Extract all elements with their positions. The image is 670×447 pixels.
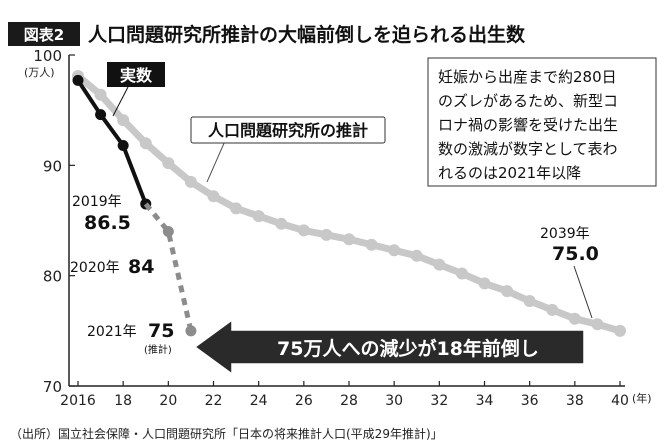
forecast-point <box>501 285 514 298</box>
source-note: （出所）国立社会保障・人口問題研究所「日本の将来推計人口(平成29年推計)」 <box>10 426 443 441</box>
x-tick-label: 2016 <box>60 393 96 409</box>
forecast-point <box>139 137 152 150</box>
figure-tag-box <box>8 22 80 46</box>
actual-series-label: 実数 <box>120 66 153 85</box>
y-ticks: 70 80 90 100 <box>33 47 75 396</box>
forecast-point <box>523 295 536 308</box>
label-2039-year: 2039年 <box>540 226 590 242</box>
label-2039-value: 75.0 <box>552 243 599 265</box>
label-2019-year: 2019年 <box>72 194 122 210</box>
actual-point <box>72 74 84 86</box>
label-2019-value: 86.5 <box>84 212 131 234</box>
note-line-2: のズレがあるため、新型コ <box>438 92 618 110</box>
x-tick-label: 40 <box>611 393 629 409</box>
forecast-label-leader <box>206 140 226 183</box>
note-line-4: 数の激減が数字として表わ <box>438 140 618 158</box>
forecast-point <box>207 190 220 203</box>
forecast-point <box>365 238 378 251</box>
forecast-point <box>433 258 446 271</box>
y-tick-label: 70 <box>43 378 62 396</box>
forecast-point <box>252 210 265 223</box>
forecast-point <box>410 249 423 262</box>
actual-series-line <box>76 79 148 205</box>
actual-point <box>117 139 129 151</box>
forecast-point <box>117 114 130 127</box>
x-tick-label: 36 <box>521 393 539 409</box>
reduction-arrow-text: 75万人への減少が18年前倒し <box>277 337 539 360</box>
forecast-point <box>230 202 243 215</box>
forecast-point <box>478 277 491 290</box>
forecast-label-box <box>190 116 386 144</box>
x-tick-label: 32 <box>430 393 448 409</box>
forecast-point <box>297 224 310 237</box>
x-unit-label: (年) <box>632 391 652 405</box>
x-tick-label: 26 <box>295 393 313 409</box>
label-2020-value: 84 <box>128 256 154 278</box>
forecast-point <box>162 157 175 170</box>
forecast-point <box>184 175 197 188</box>
forecast-point <box>546 303 559 316</box>
x-tick-label: 28 <box>340 393 358 409</box>
x-tick-label: 34 <box>476 393 494 409</box>
label-2021-sub: (推計) <box>144 343 172 356</box>
label-2039-leader <box>573 265 593 319</box>
forecast-point <box>614 324 626 337</box>
chart-title: 人口問題研究所推計の大幅前倒しを迫られる出生数 <box>88 23 526 46</box>
forecast-series-label: 人口問題研究所の推計 <box>208 121 368 140</box>
forecast-point <box>568 312 581 325</box>
note-line-3: ロナ禍の影響を受けた出生 <box>438 116 618 134</box>
y-tick-label: 90 <box>43 157 62 175</box>
covid-estimate-point <box>162 226 174 238</box>
label-2021-value: 75 <box>148 320 174 342</box>
note-box: 妊娠から出産まで約280日 のズレがあるため、新型コ ロナ禍の影響を受けた出生 … <box>427 57 657 187</box>
y-tick-label: 100 <box>33 47 62 65</box>
forecast-point <box>275 217 288 230</box>
x-tick-label: 30 <box>385 393 403 409</box>
x-tick-label: 18 <box>114 393 132 409</box>
actual-label-leader <box>112 86 129 117</box>
forecast-point <box>343 233 355 246</box>
y-unit-label: (万人) <box>24 66 55 79</box>
x-tick-label: 20 <box>159 393 177 409</box>
actual-label-box <box>107 62 165 87</box>
forecast-point <box>591 318 604 331</box>
forecast-point <box>320 228 333 241</box>
note-line-1: 妊娠から出産まで約280日 <box>438 68 617 86</box>
reduction-arrow <box>193 318 585 376</box>
note-frame <box>427 57 657 187</box>
forecast-point <box>455 267 468 280</box>
x-tick-label: 22 <box>205 393 223 409</box>
x-ticks: 2016 18 20 22 24 26 28 30 32 34 36 38 40 <box>60 381 629 409</box>
series-layer <box>72 69 626 337</box>
figure-tag: 図表2 <box>24 26 64 44</box>
y-tick-label: 80 <box>43 268 62 286</box>
forecast-point <box>94 88 107 101</box>
label-2021-year: 2021年 <box>87 324 137 340</box>
note-line-5: れるのは2021年以降 <box>438 164 581 182</box>
forecast-point <box>388 244 401 257</box>
x-tick-label: 38 <box>566 393 584 409</box>
x-tick-label: 24 <box>250 393 268 409</box>
actual-point <box>95 109 107 121</box>
label-2020-year: 2020年 <box>70 260 120 276</box>
covid-estimate-point <box>185 325 197 337</box>
